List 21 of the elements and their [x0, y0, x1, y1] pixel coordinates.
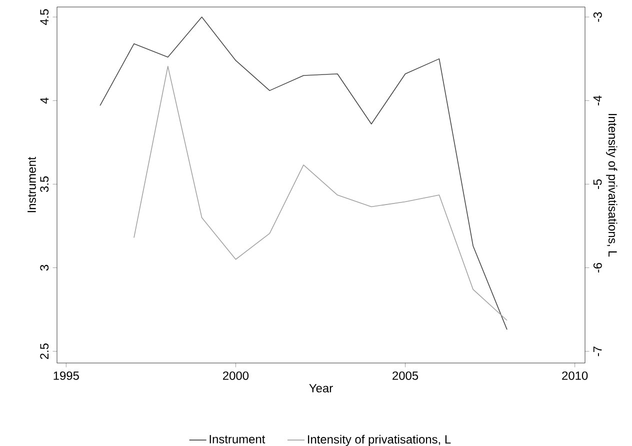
line-series: [134, 66, 508, 321]
x-tick-label: 2010: [562, 371, 588, 380]
legend-label: Intensity of privatisations, L: [308, 434, 451, 446]
y2-tick-label: -5: [593, 179, 602, 189]
y2-tick-label: -7: [593, 346, 602, 356]
x-axis-title: Year: [309, 384, 333, 392]
y-axis-title: Instrument: [28, 156, 36, 212]
y-tick-label: 2.5: [40, 344, 49, 360]
legend-label: Instrument: [210, 435, 266, 444]
y2-tick-label: -4: [593, 96, 602, 106]
y2-tick-label: -6: [593, 262, 602, 273]
y-tick-label: 3: [40, 264, 49, 271]
y2-axis-title: Intensity of privatisations, L: [606, 114, 618, 257]
y-tick-label: 4: [40, 98, 49, 104]
x-tick-label: 2005: [392, 371, 418, 380]
y-tick-label: 4.5: [40, 9, 49, 26]
x-tick-label: 2000: [223, 371, 249, 380]
line-series: [100, 16, 508, 330]
y2-tick-label: -3: [593, 12, 602, 22]
x-tick-label: 1995: [54, 371, 79, 380]
y-tick-label: 3.5: [40, 176, 49, 192]
